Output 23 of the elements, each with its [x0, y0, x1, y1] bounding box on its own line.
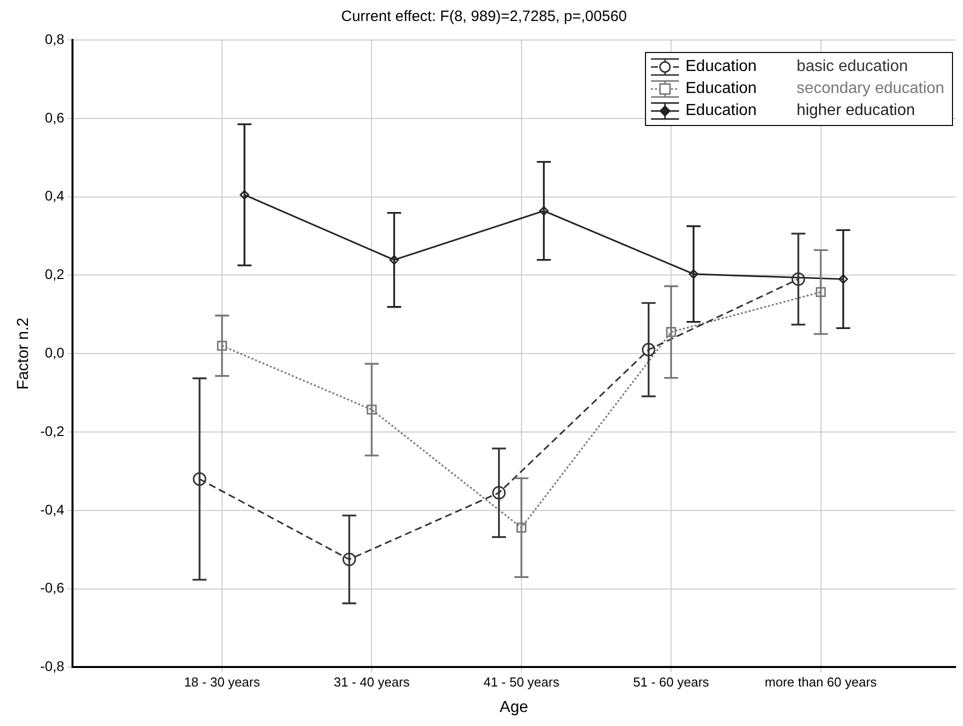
y-tick-label: 0,6: [44, 109, 65, 126]
x-tick-label: 18 - 30 years: [184, 674, 260, 690]
text: basic education: [796, 58, 908, 76]
text: Education: [686, 102, 757, 119]
y-tick-label: -0,2: [40, 422, 65, 439]
x-tick-label: more than 60 years: [764, 674, 878, 690]
legend-title: Education: [686, 58, 757, 76]
x-tick-label: 41 - 50 years: [483, 674, 560, 690]
y-tick-label: -0,4: [40, 501, 65, 518]
y-tick-label: 0,0: [44, 344, 65, 360]
x-tick-label: 31 - 40 years: [334, 674, 410, 690]
text: secondary education: [796, 80, 944, 98]
y-tick-label: -0,6: [40, 580, 65, 596]
text: higher education: [796, 102, 915, 120]
y-tick-label: 0,4: [44, 188, 65, 204]
x-axis-title: Age: [500, 698, 528, 716]
x-tick-label: 51 - 60 years: [633, 674, 710, 690]
chart-title: Current effect: F(8, 989)=2,7285, p=,00560: [341, 8, 627, 26]
text: Education: [686, 80, 757, 97]
y-axis-title: Factor n.2: [15, 317, 32, 390]
y-tick-label: -0,8: [40, 658, 65, 674]
y-tick-label: 0,8: [44, 30, 65, 47]
y-tick-label: 0,2: [44, 266, 65, 282]
